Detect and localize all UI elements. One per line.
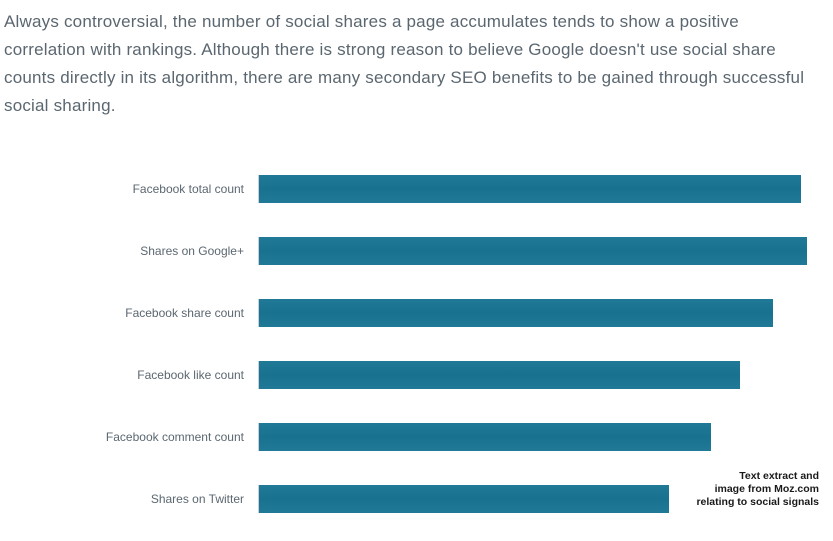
bar: [259, 299, 773, 327]
bar-label: Shares on Google+: [12, 244, 258, 258]
bar-label: Facebook total count: [12, 182, 258, 196]
bar-label: Facebook share count: [12, 306, 258, 320]
bar: [259, 423, 711, 451]
bar-label: Facebook comment count: [12, 430, 258, 444]
bar-label: Shares on Twitter: [12, 492, 258, 506]
bar-track: [258, 237, 821, 265]
credit-line: image from Moz.com: [696, 483, 819, 496]
bar: [259, 361, 740, 389]
bar-track: [258, 175, 821, 203]
intro-paragraph: Always controversial, the number of soci…: [0, 0, 833, 120]
bar: [259, 175, 801, 203]
chart-row: Facebook like count: [12, 344, 821, 406]
chart-row: Facebook share count: [12, 282, 821, 344]
bar: [259, 237, 807, 265]
bar-label: Facebook like count: [12, 368, 258, 382]
chart-row: Facebook total count: [12, 158, 821, 220]
credit-line: relating to social signals: [696, 496, 819, 509]
credit-line: Text extract and: [696, 470, 819, 483]
image-credit: Text extract and image from Moz.com rela…: [696, 470, 819, 509]
bar-track: [258, 299, 821, 327]
bar: [259, 485, 669, 513]
chart-row: Shares on Google+: [12, 220, 821, 282]
chart-row: Facebook comment count: [12, 406, 821, 468]
bar-track: [258, 423, 821, 451]
bar-track: [258, 361, 821, 389]
